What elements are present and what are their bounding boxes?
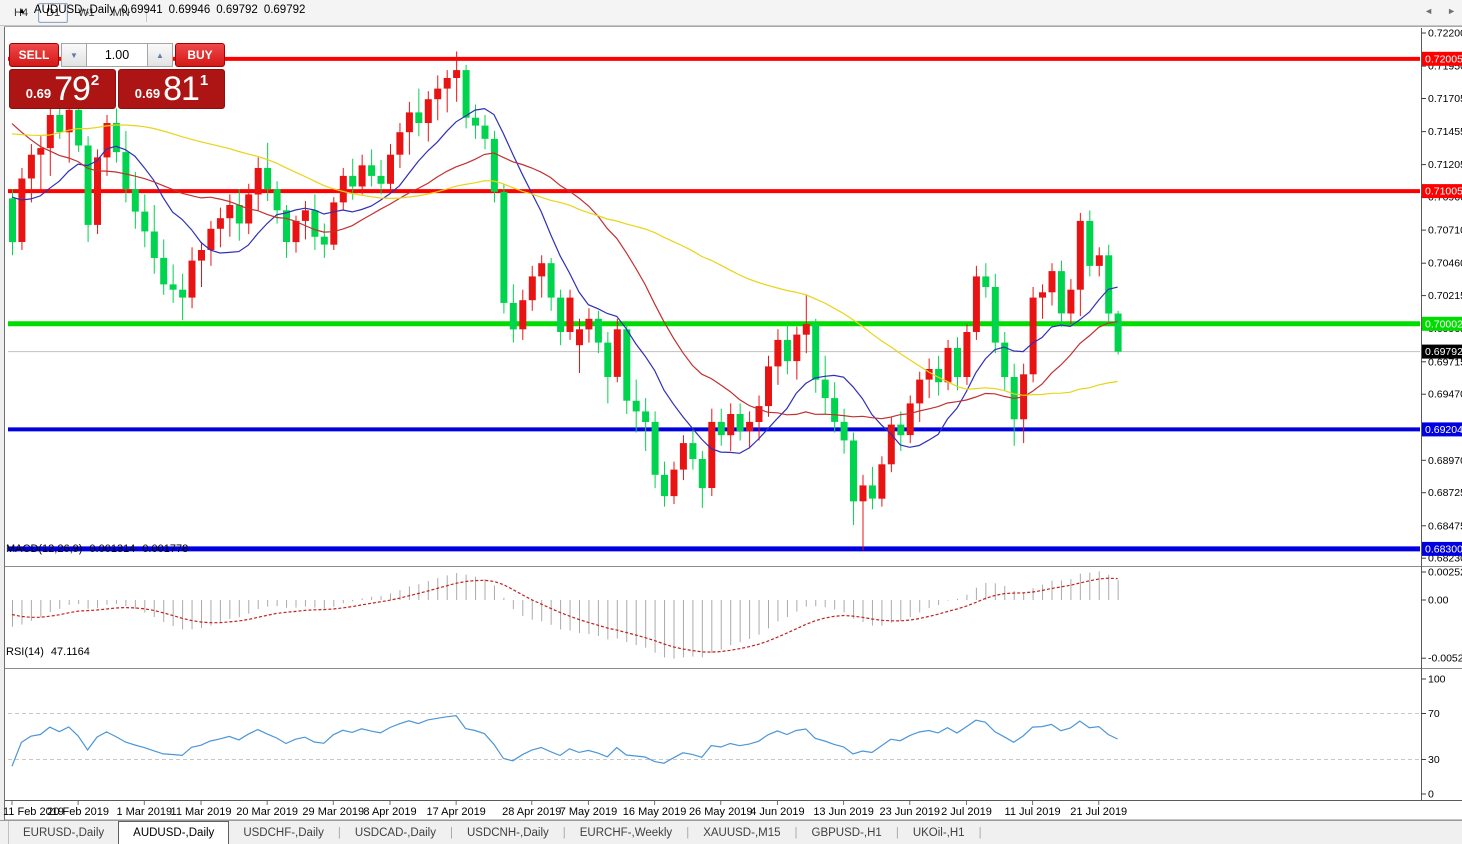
- chart-symbol: AUDUSD-,Daily: [33, 4, 116, 16]
- rsi-title: RSI(14): [6, 646, 44, 658]
- volume-input[interactable]: [86, 43, 148, 67]
- tab-ukoil-h1[interactable]: UKOil-,H1: [912, 826, 965, 839]
- price-close: 0.69792: [263, 4, 306, 16]
- arrow-down-icon: ▼: [70, 50, 78, 60]
- tab-usdcnh-daily[interactable]: USDCNH-,Daily: [466, 826, 549, 839]
- tab-usdchf-daily[interactable]: USDCHF-,Daily: [243, 826, 324, 839]
- tabbar-spacer: [0, 821, 9, 844]
- buy-price-prefix: 0.69: [134, 86, 161, 101]
- sell-price-panel[interactable]: 0.69 79 2: [9, 69, 116, 109]
- chart-marker-icon: ▲: [18, 5, 26, 15]
- timeframe-button-w1[interactable]: W1: [78, 6, 95, 19]
- tab-separator: |: [978, 826, 982, 839]
- one-click-trading-panel: SELL ▼ ▲ BUY 0.69 79 2 0.69 81 1: [9, 43, 229, 109]
- tab-audusd-daily[interactable]: AUDUSD-,Daily: [118, 821, 230, 844]
- rsi-value: 47.1164: [50, 646, 90, 658]
- timeframe-toolbar: H4 D1 W1 MN: [0, 0, 1462, 26]
- sell-price-prefix: 0.69: [25, 86, 52, 101]
- tab-usdcad-daily[interactable]: USDCAD-,Daily: [354, 826, 436, 839]
- macd-title: MACD(12,26,9): [6, 543, 83, 555]
- timeframe-button-mn[interactable]: MN: [112, 6, 130, 19]
- sell-price-big: 79: [54, 70, 91, 108]
- tab-separator: |: [895, 826, 899, 839]
- sell-button[interactable]: SELL: [9, 43, 59, 67]
- tab-eurchf-weekly[interactable]: EURCHF-,Weekly: [579, 826, 673, 839]
- tab-xauusd-m15[interactable]: XAUUSD-,M15: [703, 826, 781, 839]
- volume-increase-button[interactable]: ▲: [148, 43, 173, 67]
- macd-label: MACD(12,26,9) 0.001314 0.001778: [6, 543, 188, 555]
- tab-separator: |: [337, 826, 341, 839]
- rsi-label: RSI(14) 47.1164: [6, 646, 90, 658]
- price-open: 0.69941: [121, 4, 163, 16]
- tab-scroll-left-icon[interactable]: ◄: [1424, 6, 1434, 16]
- buy-price-panel[interactable]: 0.69 81 1: [118, 69, 225, 109]
- buy-price-big: 81: [163, 70, 200, 108]
- price-low: 0.69792: [216, 4, 258, 16]
- tab-scroll-right-icon[interactable]: ►: [1447, 6, 1456, 16]
- arrow-up-icon: ▲: [156, 50, 164, 60]
- tab-separator: |: [449, 826, 453, 839]
- buy-button[interactable]: BUY: [175, 43, 225, 67]
- tab-eurusd-daily[interactable]: EURUSD-,Daily: [23, 826, 105, 839]
- timeframe-buttons: H4 D1 W1 MN: [6, 2, 138, 23]
- price-high: 0.69946: [168, 4, 211, 16]
- buy-price-sup: 1: [199, 72, 209, 89]
- tab-separator: |: [686, 826, 690, 839]
- tab-separator: |: [794, 826, 798, 839]
- chart-tabs: EURUSD-,Daily AUDUSD-,Daily USDCHF-,Daily |…: [0, 820, 1462, 844]
- volume-decrease-button[interactable]: ▼: [61, 43, 86, 67]
- chart-title: ▲ AUDUSD-,Daily 0.69941 0.69946 0.69792 …: [18, 4, 305, 16]
- macd-value-signal: 0.001778: [142, 543, 189, 555]
- timeframe-button-d1[interactable]: D1: [38, 2, 69, 23]
- tab-gbpusd-h1[interactable]: GBPUSD-,H1: [811, 826, 882, 839]
- macd-value-main: 0.001314: [89, 543, 136, 555]
- timeframe-button-h4[interactable]: H4: [14, 6, 29, 19]
- chart-window: [4, 26, 1462, 820]
- tab-separator: |: [562, 826, 566, 839]
- sell-price-sup: 2: [90, 72, 100, 89]
- toolbar-separator: [145, 3, 147, 22]
